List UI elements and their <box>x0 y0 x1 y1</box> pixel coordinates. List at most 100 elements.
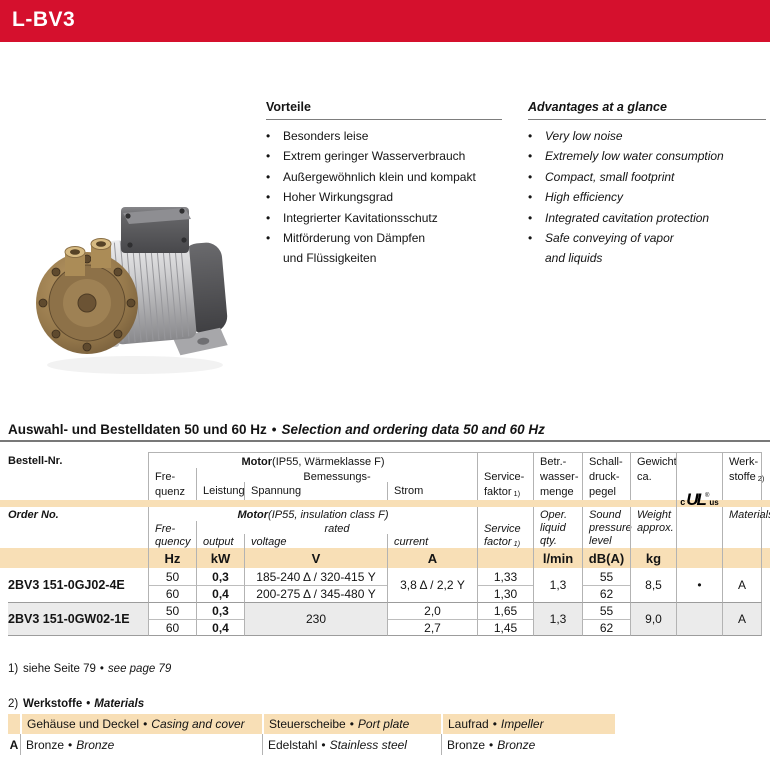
value-material-key: A <box>722 602 762 636</box>
materials-header-impeller: Laufrad • Impeller <box>441 714 615 734</box>
unit-power: kW <box>196 548 244 568</box>
value-voltage: 230 <box>244 602 387 636</box>
benefits-title-en: Advantages at a glance <box>528 100 766 120</box>
value-hz: 50 <box>148 568 196 585</box>
dot-separator: • <box>143 717 148 731</box>
value-hz: 60 <box>148 619 196 636</box>
dot-separator: • <box>99 663 104 675</box>
dot-separator: • <box>321 737 326 752</box>
col-header-order-en: Order No. <box>8 509 59 521</box>
list-item: • High efficiency <box>528 187 766 207</box>
col-header-rated-en: rated <box>196 521 477 535</box>
col-header-motor-de: Motor (IP55, Wärmeklasse F) <box>148 452 477 468</box>
bullet-icon: • <box>266 190 271 205</box>
unit-frequency: Hz <box>148 548 196 568</box>
spacer-cell <box>676 548 722 568</box>
col-header-voltage-en: voltage <box>244 534 387 548</box>
value-kw: 0,4 <box>196 619 244 636</box>
dot-separator: • <box>86 698 91 710</box>
list-item: • Besonders leise <box>266 126 502 146</box>
value-servicefactor: 1,30 <box>477 585 533 602</box>
dot-separator: • <box>68 737 73 752</box>
value-voltage: 200-275 Δ / 345-480 Y <box>244 585 387 602</box>
bullet-icon: • <box>266 129 271 143</box>
ordering-data-table: Bestell-Nr. Motor (IP55, Wärmeklasse F) … <box>8 452 770 636</box>
value-voltage: 185-240 Δ / 320-415 Y <box>244 568 387 585</box>
unit-weight: kg <box>630 548 676 568</box>
list-item: • Integrierter Kavitationsschutz <box>266 208 502 228</box>
footnote-2: 2) Werkstoffe • Materials <box>8 698 145 710</box>
list-item: • Safe conveying of vapor and liquids <box>528 228 766 269</box>
col-header-sound-de: Schall-druck-pegel <box>582 452 630 500</box>
value-servicefactor: 1,33 <box>477 568 533 585</box>
bullet-icon: • <box>266 210 271 225</box>
unit-current: A <box>387 548 477 568</box>
col-header-voltage-de: Spannung <box>244 482 387 500</box>
value-material-key: A <box>722 568 762 602</box>
value-servicefactor: 1,45 <box>477 619 533 636</box>
bullet-icon: • <box>528 210 533 225</box>
value-current: 3,8 Δ / 2,2 Y <box>387 568 477 602</box>
materials-row-key: A <box>9 737 19 752</box>
materials-table: Gehäuse und Deckel • Casing and cover Steu… <box>8 714 615 755</box>
bullet-icon: • <box>266 149 271 164</box>
ul-approval-dot: • <box>676 568 722 602</box>
materials-header-casing: Gehäuse und Deckel • Casing and cover <box>20 714 262 734</box>
materials-cell-impeller: Bronze • Bronze <box>441 734 615 755</box>
value-servicefactor: 1,65 <box>477 602 533 619</box>
materials-key-col-header <box>8 714 20 734</box>
pump-head <box>36 238 138 354</box>
bullet-icon: • <box>528 129 533 143</box>
dot-separator: • <box>489 737 494 752</box>
list-item: • Extrem geringer Wasserverbrauch <box>266 146 502 166</box>
value-kw: 0,3 <box>196 602 244 619</box>
unit-sound: dB(A) <box>582 548 630 568</box>
value-sound: 55 <box>582 602 630 619</box>
benefits-list-de: Vorteile • Besonders leise • Extrem gering… <box>266 100 502 269</box>
bullet-icon: • <box>528 190 533 205</box>
value-current: 2,7 <box>387 619 477 636</box>
benefits-title-de: Vorteile <box>266 100 502 120</box>
list-item: • Hoher Wirkungsgrad <box>266 187 502 207</box>
value-sound: 62 <box>582 585 630 602</box>
col-header-sound-en: Sound pressure level <box>582 507 632 548</box>
value-water: 1,3 <box>533 568 582 602</box>
units-row-band <box>0 548 770 568</box>
col-header-power-en: output <box>196 534 244 548</box>
col-header-water-de: Betr.- wasser-menge <box>533 452 582 500</box>
list-item: • Very low noise <box>528 126 766 146</box>
col-header-servicefactor-en: Service factor 1) <box>477 521 533 548</box>
col-header-servicefactor-de: Service-faktor 1) <box>477 468 533 500</box>
list-item: • Mitförderung von Dämpfen und Flüssigkei… <box>266 228 502 269</box>
list-item: • Extremely low water consumption <box>528 146 766 166</box>
value-current: 2,0 <box>387 602 477 619</box>
footnote-number: 1) <box>8 663 19 675</box>
unit-voltage: V <box>244 548 387 568</box>
value-sound: 55 <box>582 568 630 585</box>
col-header-frequency-de: Fre-quenz <box>148 468 196 500</box>
list-item: • Außergewöhnlich klein und kompakt <box>266 167 502 187</box>
value-weight: 9,0 <box>630 602 676 636</box>
bullet-icon: • <box>528 169 533 184</box>
order-number: 2BV3 151-0GW02-1E <box>8 602 148 636</box>
dot-separator: • <box>492 717 497 731</box>
bullet-icon: • <box>528 149 533 164</box>
materials-header-portplate: Steuerscheibe • Port plate <box>262 714 441 734</box>
col-header-order-de: Bestell-Nr. <box>8 455 63 467</box>
col-header-weight-de: Gewicht ca. <box>630 452 677 500</box>
dot-separator: • <box>349 717 354 731</box>
col-header-current-de: Strom <box>387 482 477 500</box>
value-hz: 60 <box>148 585 196 602</box>
col-header-current-en: current <box>387 534 477 548</box>
bullet-icon: • <box>266 169 271 184</box>
unit-water: l/min <box>533 548 582 568</box>
spacer-cell <box>477 507 533 521</box>
col-header-frequency-en: Fre-quency <box>148 521 196 548</box>
footnote-number: 2) <box>8 698 19 710</box>
col-header-weight-en: Weight approx. <box>630 507 676 548</box>
col-header-rated-de: Bemessungs- <box>196 468 477 483</box>
benefits-list-en: Advantages at a glance • Very low noise •… <box>528 100 766 269</box>
materials-cell-portplate: Edelstahl • Stainless steel <box>262 734 441 755</box>
materials-cell-casing: Bronze • Bronze <box>20 734 262 755</box>
